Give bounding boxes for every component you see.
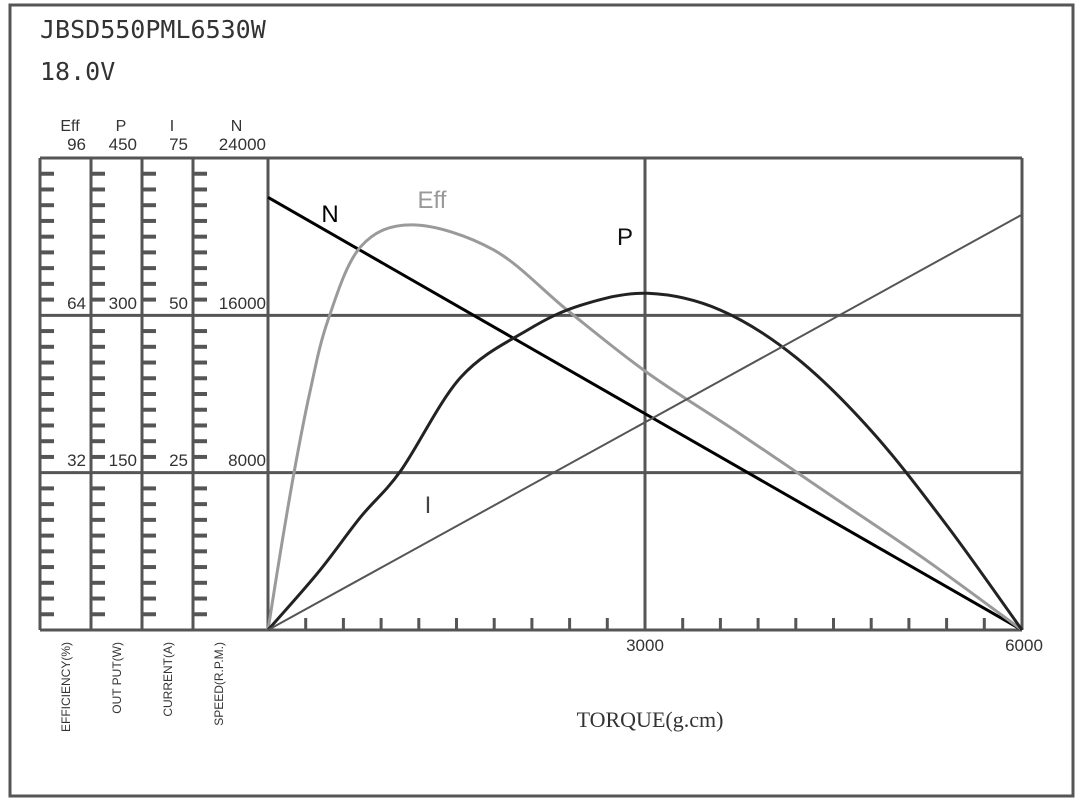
series-line-N — [267, 196, 1023, 632]
x-tick-label: 6000 — [1005, 636, 1043, 655]
axis-title-I: CURRENT(A) — [161, 642, 175, 717]
axis-tick-label: 150 — [109, 451, 137, 470]
axis-header-P: P — [116, 118, 127, 135]
axis-tick-label: 75 — [169, 135, 188, 154]
axis-tick-label: 96 — [67, 135, 86, 154]
curves — [266, 196, 1024, 632]
axes-frame — [38, 156, 1024, 632]
series-label-I: I — [425, 492, 432, 519]
axis-tick-label: 300 — [109, 294, 137, 313]
series-line-I — [267, 213, 1023, 631]
axis-tick-label: 25 — [169, 451, 188, 470]
axis-title-P: OUT PUT(W) — [110, 642, 124, 714]
axis-tick-label: 8000 — [228, 451, 266, 470]
series-line-P — [266, 291, 1024, 631]
series-label-Eff: Eff — [418, 187, 447, 214]
axis-title-N: SPEED(R.P.M.) — [212, 642, 226, 726]
x-tick-label: 3000 — [626, 636, 664, 655]
chart-title: JBSD550PML6530W — [40, 15, 267, 44]
axis-tick-label: 50 — [169, 294, 188, 313]
axis-header-Eff: Eff — [60, 118, 80, 135]
axis-tick-label: 64 — [67, 294, 86, 313]
series-line-Eff — [266, 223, 1023, 632]
axis-tick-label: 32 — [67, 451, 86, 470]
series-label-N: N — [321, 201, 338, 228]
chart-subtitle: 18.0V — [40, 57, 115, 86]
axis-tick-label: 16000 — [219, 294, 266, 313]
outer-frame — [8, 3, 1075, 798]
axis-header-N: N — [231, 118, 243, 135]
x-axis-label: TORQUE(g.cm) — [577, 707, 724, 732]
axis-tick-label: 24000 — [219, 135, 266, 154]
series-label-P: P — [617, 224, 633, 251]
axis-title-Eff: EFFICIENCY(%) — [59, 642, 73, 732]
axis-header-I: I — [170, 118, 174, 135]
axis-tick-label: 450 — [109, 135, 137, 154]
